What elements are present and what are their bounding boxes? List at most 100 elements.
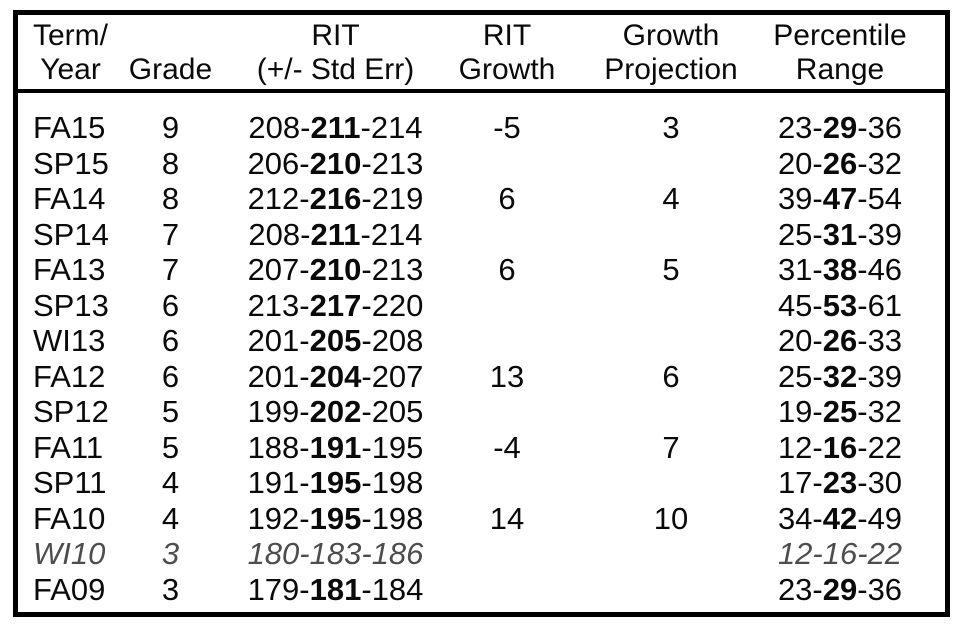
rit-high: 207 — [371, 358, 424, 394]
table-row: FA13 7 207-210-213 6 5 31-38-46 — [18, 252, 945, 288]
range-separator: - — [857, 429, 868, 465]
table-row: SP14 7 208-211-214 25-31-39 — [18, 217, 945, 253]
cell-term-year: FA15 — [18, 110, 113, 146]
range-separator: - — [857, 216, 868, 252]
rit-growth-value: 6 — [498, 252, 516, 287]
range-separator: - — [361, 500, 372, 536]
grade-value: 8 — [161, 145, 180, 181]
term-value: SP15 — [33, 145, 109, 181]
rit-mid: 204 — [309, 358, 362, 394]
header-rit-growth-line2: Growth — [458, 53, 556, 86]
grade-value: 4 — [161, 465, 180, 500]
cell-term-year: FA14 — [18, 181, 113, 217]
cell-rit-range: 207-210-213 — [228, 252, 443, 288]
cell-rit-growth — [443, 536, 571, 572]
cell-rit-range: 213-217-220 — [228, 288, 443, 324]
rit-mid: 191 — [309, 429, 362, 465]
cell-rit-growth: 13 — [443, 359, 571, 395]
range-separator: - — [812, 465, 823, 500]
cell-term-year: SP15 — [18, 146, 113, 182]
term-value: SP14 — [33, 216, 109, 252]
range-separator: - — [812, 429, 823, 465]
range-separator: - — [857, 252, 868, 287]
rit-mid: 217 — [309, 287, 362, 323]
range-separator: - — [812, 181, 823, 216]
range-separator: - — [300, 110, 311, 145]
cell-percentile-range: 12-16-22 — [771, 430, 909, 466]
cell-rit-range: 208-211-214 — [228, 217, 443, 253]
range-separator: - — [812, 216, 823, 252]
cell-percentile-range: 20-26-33 — [771, 323, 909, 359]
cell-rit-growth: -5 — [443, 110, 571, 146]
range-separator: - — [857, 358, 868, 394]
cell-percentile-range: 39-47-54 — [771, 181, 909, 217]
range-separator: - — [299, 252, 310, 287]
percentile-mid: 47 — [822, 181, 858, 216]
rit-high: 214 — [370, 216, 423, 252]
rit-high: 213 — [371, 145, 424, 181]
cell-term-year: FA10 — [18, 501, 113, 537]
range-separator: - — [812, 145, 823, 181]
percentile-low: 20 — [777, 145, 813, 181]
percentile-low: 25 — [777, 216, 813, 252]
range-separator: - — [857, 571, 868, 607]
cell-growth-projection: 6 — [571, 359, 771, 395]
rit-high: 205 — [371, 394, 424, 429]
rit-mid: 205 — [309, 323, 362, 358]
header-grade: Grade — [113, 19, 228, 89]
cell-grade: 9 — [113, 110, 228, 146]
rit-mid: 183 — [309, 536, 362, 571]
percentile-mid: 16 — [822, 429, 858, 465]
rit-mid: 181 — [309, 571, 362, 607]
range-separator: - — [361, 394, 372, 429]
range-separator: - — [361, 252, 372, 287]
range-separator: - — [857, 536, 868, 571]
table-header: Term/ Year Grade RIT (+/- Std Err) RIT G… — [18, 15, 945, 93]
header-rit-growth: RIT Growth — [443, 19, 571, 89]
header-term-year-stack: Term/ Year — [33, 19, 108, 87]
rit-low: 208 — [248, 110, 301, 145]
rit-high: 198 — [371, 500, 424, 536]
cell-grade: 4 — [113, 465, 228, 501]
grade-value: 6 — [161, 358, 180, 394]
table-row: SP13 6 213-217-220 45-53-61 — [18, 288, 945, 324]
percentile-high: 46 — [867, 252, 903, 287]
percentile-mid: 53 — [822, 287, 858, 323]
cell-percentile-range: 23-29-36 — [771, 572, 909, 608]
rit-high: 195 — [371, 429, 424, 465]
range-separator: - — [812, 358, 823, 394]
rit-high: 198 — [371, 465, 424, 500]
range-separator: - — [361, 145, 372, 181]
range-separator: - — [812, 536, 823, 571]
percentile-mid: 26 — [822, 145, 858, 181]
table-row: SP11 4 191-195-198 17-23-30 — [18, 465, 945, 501]
cell-growth-projection — [571, 217, 771, 253]
cell-rit-range: 212-216-219 — [228, 181, 443, 217]
grade-value: 5 — [161, 429, 180, 465]
cell-term-year: FA11 — [18, 430, 113, 466]
grade-value: 4 — [161, 500, 180, 536]
growth-projection-value: 6 — [662, 358, 680, 394]
cell-term-year: WI10 — [18, 536, 113, 572]
grade-value: 6 — [161, 287, 180, 323]
cell-grade: 4 — [113, 501, 228, 537]
header-growth-projection: Growth Projection — [571, 19, 771, 89]
cell-rit-range: 201-204-207 — [228, 359, 443, 395]
cell-growth-projection: 5 — [571, 252, 771, 288]
grade-value: 3 — [161, 536, 180, 571]
cell-rit-range: 192-195-198 — [228, 501, 443, 537]
cell-rit-growth: 6 — [443, 181, 571, 217]
percentile-mid: 31 — [822, 216, 858, 252]
percentile-high: 36 — [867, 571, 903, 607]
cell-rit-range: 180-183-186 — [228, 536, 443, 572]
cell-rit-range: 188-191-195 — [228, 430, 443, 466]
range-separator: - — [360, 110, 371, 145]
percentile-high: 36 — [867, 110, 903, 145]
range-separator: - — [299, 465, 310, 500]
rit-low: 208 — [248, 216, 301, 252]
cell-grade: 3 — [113, 572, 228, 608]
term-value: FA09 — [33, 571, 106, 607]
table-row: WI10 3 180-183-186 12-16-22 — [18, 536, 945, 572]
rit-mid: 211 — [310, 216, 361, 252]
rit-mid: 210 — [309, 145, 362, 181]
